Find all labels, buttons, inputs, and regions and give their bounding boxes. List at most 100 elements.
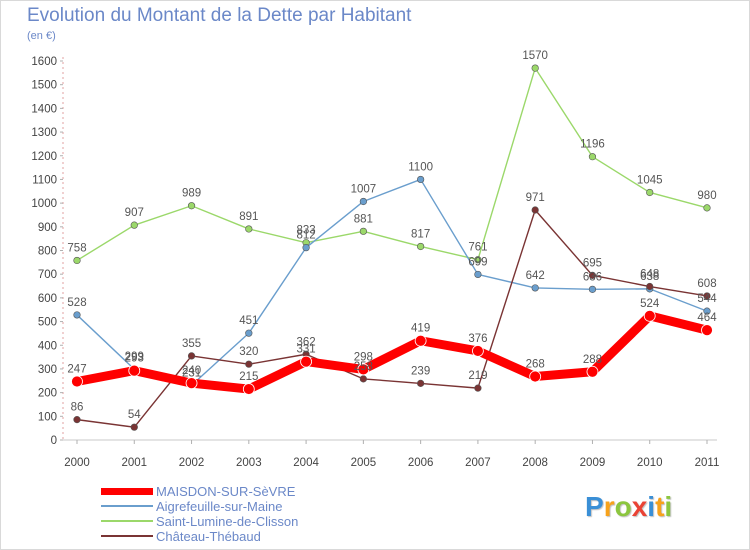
data-label: 451 — [239, 315, 258, 327]
data-point — [703, 204, 711, 212]
logo-letter: x — [631, 491, 648, 522]
legend-swatch — [101, 520, 153, 522]
y-tick-label: 1300 — [31, 127, 57, 139]
y-tick-label: 1600 — [31, 56, 57, 68]
x-tick-label: 2008 — [522, 457, 548, 469]
y-tick-label: 1400 — [31, 103, 57, 115]
data-label: 636 — [583, 271, 602, 283]
data-point — [474, 384, 482, 392]
legend-label: Château-Thébaud — [156, 529, 261, 544]
data-point — [531, 284, 539, 292]
data-label: 758 — [67, 242, 86, 254]
logo-letter: P — [585, 491, 604, 522]
y-tick-label: 500 — [38, 317, 57, 329]
legend-swatch — [101, 487, 153, 495]
data-label: 86 — [71, 402, 84, 414]
x-tick-label: 2010 — [637, 457, 663, 469]
data-label: 362 — [296, 336, 315, 348]
data-point — [417, 175, 425, 184]
data-label: 219 — [468, 370, 487, 382]
y-tick-label: 1100 — [32, 174, 57, 186]
x-tick-label: 2007 — [465, 457, 491, 469]
data-label: 239 — [411, 365, 430, 377]
legend-label: MAISDON-SUR-SèVRE — [156, 484, 296, 499]
x-tick-label: 2001 — [121, 457, 147, 469]
data-point — [187, 202, 196, 210]
data-point — [245, 329, 253, 337]
data-label: 891 — [239, 211, 258, 223]
x-tick-label: 2003 — [236, 457, 262, 469]
data-label: 1045 — [637, 174, 663, 186]
data-point — [529, 370, 542, 383]
data-label: 761 — [468, 242, 487, 254]
data-label: 524 — [640, 298, 660, 310]
data-point — [474, 256, 482, 264]
legend-item: Aigrefeuille-sur-Maine — [101, 499, 361, 514]
data-label: 638 — [640, 271, 659, 283]
data-point — [71, 375, 83, 388]
data-label: 989 — [182, 188, 201, 200]
y-tick-label: 1500 — [31, 80, 57, 92]
data-point — [531, 64, 539, 72]
data-label: 544 — [697, 293, 717, 305]
data-point — [701, 324, 713, 336]
series-line — [76, 67, 708, 262]
y-tick-label: 300 — [38, 364, 57, 376]
data-point — [302, 244, 310, 252]
data-point — [130, 221, 138, 229]
y-tick-label: 600 — [38, 293, 57, 305]
data-label: 642 — [526, 270, 545, 282]
data-label: 464 — [697, 312, 717, 324]
data-label: 812 — [296, 230, 315, 242]
legend-item: MAISDON-SUR-SèVRE — [101, 484, 361, 499]
data-label: 331 — [296, 344, 315, 356]
legend-label: Aigrefeuille-sur-Maine — [156, 499, 283, 514]
data-label: 1100 — [408, 161, 433, 173]
x-tick-label: 2009 — [580, 457, 606, 469]
data-point — [531, 206, 539, 214]
y-tick-label: 400 — [38, 340, 57, 352]
y-tick-label: 100 — [38, 411, 57, 423]
data-label: 1570 — [522, 50, 548, 62]
data-point — [130, 423, 138, 431]
series-line — [72, 311, 712, 394]
y-tick-label: 0 — [51, 435, 57, 447]
y-tick-label: 700 — [38, 269, 57, 281]
data-label: 528 — [67, 297, 86, 309]
data-point — [128, 364, 141, 377]
data-point — [357, 363, 370, 376]
y-tick-label: 1200 — [31, 151, 57, 163]
data-label: 608 — [697, 278, 716, 290]
data-label: 355 — [182, 338, 201, 350]
data-point — [185, 377, 198, 390]
data-label: 699 — [468, 256, 487, 268]
data-label: 971 — [526, 192, 545, 204]
y-tick-label: 1000 — [31, 198, 57, 210]
data-point — [588, 271, 597, 279]
data-point — [643, 309, 656, 322]
data-label: 1007 — [351, 183, 377, 195]
data-point — [472, 345, 484, 357]
data-point — [588, 285, 597, 293]
data-point — [300, 355, 312, 368]
data-point — [359, 375, 367, 383]
data-label: 980 — [697, 190, 716, 202]
chart-title: Evolution du Montant de la Dette par Hab… — [27, 5, 412, 26]
data-point — [417, 379, 425, 387]
data-label: 833 — [296, 225, 315, 237]
data-label: 695 — [583, 257, 602, 269]
data-point — [73, 416, 81, 424]
x-tick-label: 2011 — [695, 457, 720, 469]
data-label: 258 — [354, 361, 373, 373]
data-label: 881 — [354, 213, 373, 225]
data-point — [586, 365, 599, 378]
logo-letter: r — [603, 491, 615, 522]
data-label: 817 — [411, 228, 430, 240]
data-label: 215 — [239, 371, 258, 383]
data-label: 268 — [526, 359, 545, 371]
data-point — [417, 242, 425, 251]
data-label: 320 — [239, 346, 258, 358]
x-tick-label: 2002 — [179, 457, 205, 469]
chart-legend: MAISDON-SUR-SèVRE Aigrefeuille-sur-Maine… — [101, 484, 361, 544]
